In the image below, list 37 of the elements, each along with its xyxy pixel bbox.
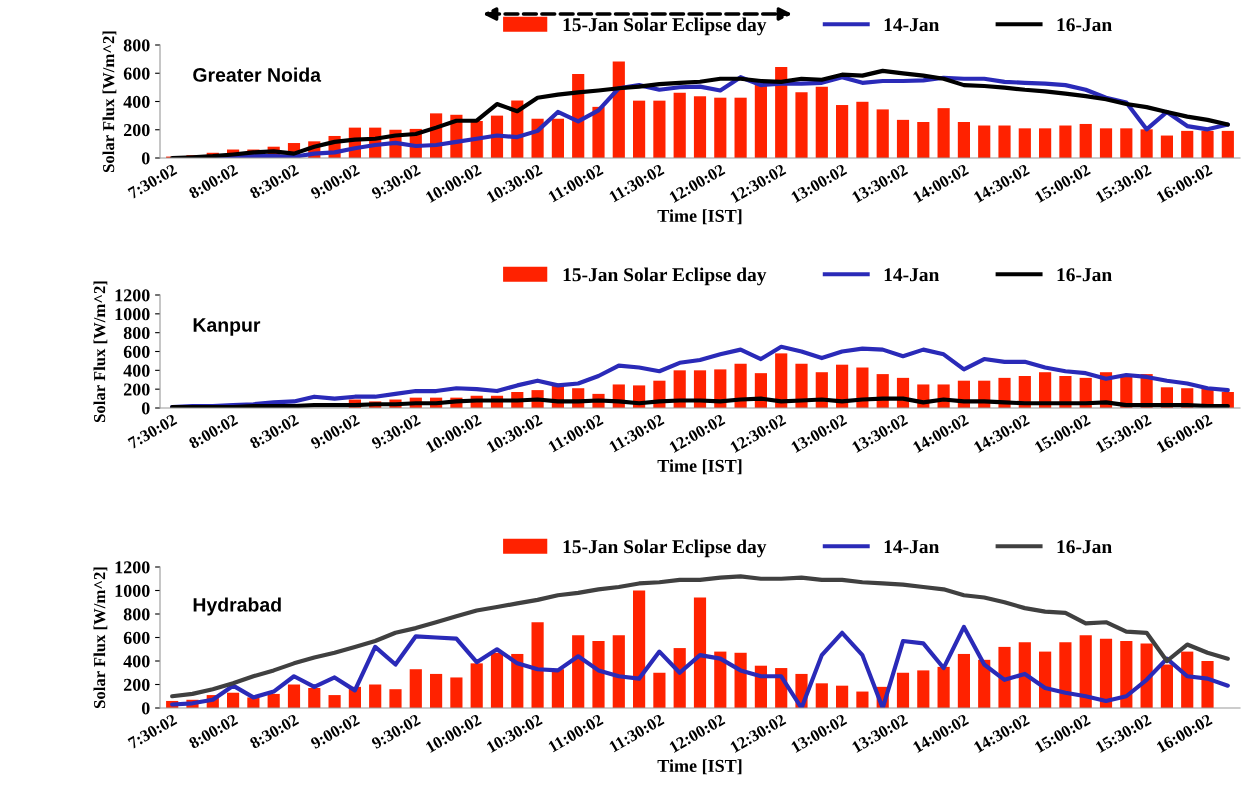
- legend-label: 14-Jan: [884, 540, 940, 554]
- y-axis-title: Solar Flux [W/m^2]: [93, 281, 108, 422]
- y-tick-label: 1200: [115, 289, 150, 302]
- legend-label: 15-Jan Solar Eclipse day: [563, 539, 767, 558]
- text: Kanpur: [193, 318, 261, 336]
- legend-label: 14-Jan: [884, 18, 940, 32]
- y-tick-label: 0: [141, 402, 150, 415]
- legend-label: 16-Jan: [1057, 540, 1112, 554]
- y-tick-label: 1000: [115, 584, 150, 597]
- y-tick-label: 800: [123, 608, 150, 621]
- y-tick-label: 400: [123, 364, 150, 377]
- legend-label: 16-Jan: [1057, 268, 1112, 282]
- legend-label: 14-Jan: [884, 268, 940, 282]
- y-tick-label: 200: [123, 124, 150, 137]
- x-axis-title: Time [IST]: [657, 759, 742, 775]
- y-tick-label: 0: [141, 702, 150, 715]
- y-tick-label: 0: [141, 152, 150, 165]
- y-tick-label: 200: [123, 678, 150, 691]
- y-axis-title: Solar Flux [W/m^2]: [93, 567, 108, 708]
- text: Greater Noida: [193, 67, 322, 82]
- y-tick-label: 600: [123, 345, 150, 358]
- x-axis-title: Time [IST]: [657, 459, 742, 475]
- y-tick-label: 600: [123, 67, 150, 80]
- text: Hydrabad: [193, 597, 281, 616]
- x-axis-title: Time [IST]: [657, 209, 742, 225]
- legend-label: 15-Jan Solar Eclipse day: [563, 267, 767, 286]
- y-tick-label: 1200: [115, 561, 150, 574]
- legend-label: 15-Jan Solar Eclipse day: [563, 17, 767, 36]
- y-tick-label: 800: [123, 326, 150, 340]
- y-tick-label: 400: [123, 95, 150, 108]
- legend-label: 16-Jan: [1057, 18, 1112, 32]
- y-tick-label: 1000: [115, 308, 150, 321]
- y-tick-label: 800: [123, 39, 150, 52]
- y-tick-label: 400: [123, 655, 150, 668]
- y-tick-label: 200: [123, 383, 150, 396]
- y-axis-title: Solar Flux [W/m^2]: [102, 31, 117, 172]
- y-tick-label: 600: [123, 631, 150, 644]
